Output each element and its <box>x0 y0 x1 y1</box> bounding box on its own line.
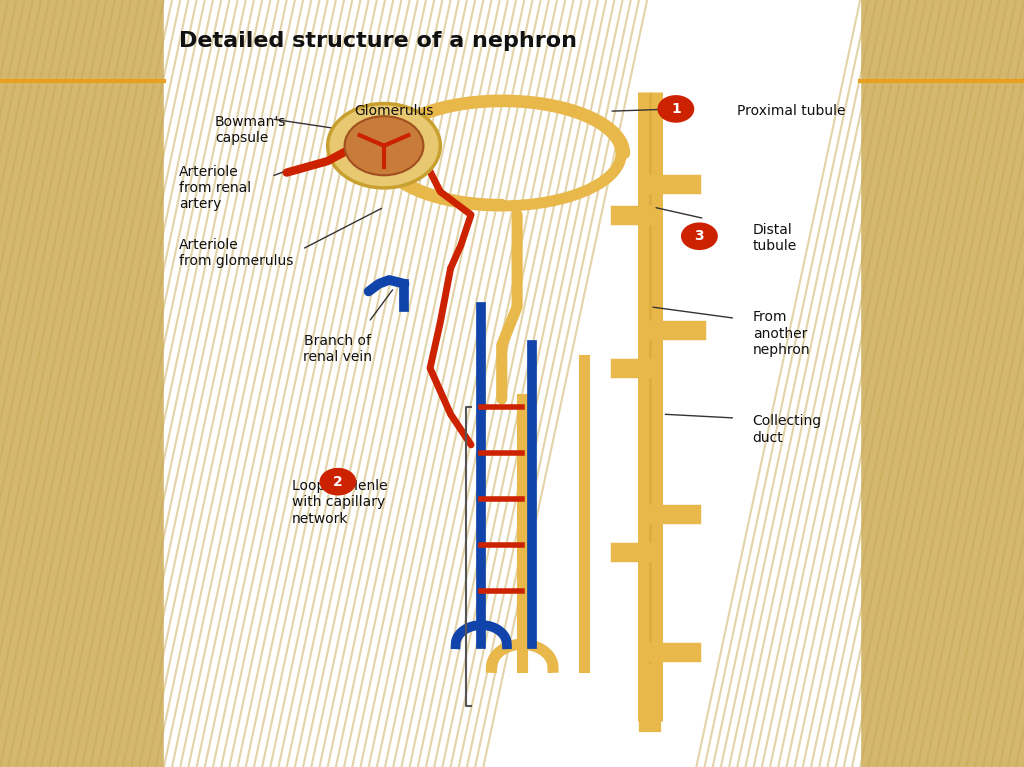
Circle shape <box>328 104 440 188</box>
Text: Branch of
renal vein: Branch of renal vein <box>303 334 373 364</box>
Circle shape <box>657 95 694 123</box>
Text: Loop of Henle
with capillary
network: Loop of Henle with capillary network <box>292 479 387 525</box>
Text: 3: 3 <box>694 229 705 243</box>
Text: Bowman's
capsule: Bowman's capsule <box>215 115 287 146</box>
Text: 2: 2 <box>333 475 343 489</box>
Circle shape <box>344 116 424 175</box>
Text: Arteriole
from glomerulus: Arteriole from glomerulus <box>179 238 294 268</box>
Text: Arteriole
from renal
artery: Arteriole from renal artery <box>179 165 251 211</box>
Circle shape <box>681 222 718 250</box>
Bar <box>164 0 860 767</box>
Bar <box>0 0 164 767</box>
Text: 1: 1 <box>671 102 681 116</box>
Bar <box>860 0 1024 767</box>
Circle shape <box>319 468 356 495</box>
Text: Proximal tubule: Proximal tubule <box>737 104 846 118</box>
Text: Detailed structure of a nephron: Detailed structure of a nephron <box>179 31 578 51</box>
Text: Distal
tubule: Distal tubule <box>753 222 797 253</box>
Text: Collecting
duct: Collecting duct <box>753 414 822 445</box>
Text: Glomerulus: Glomerulus <box>354 104 434 118</box>
Text: From
another
nephron: From another nephron <box>753 311 810 357</box>
